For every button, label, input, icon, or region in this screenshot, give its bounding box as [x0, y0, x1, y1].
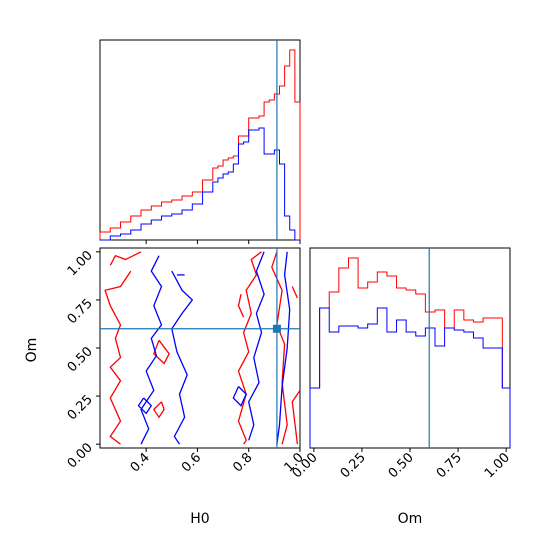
- contour-0-3: [237, 251, 262, 445]
- x-tick-label-h0-0: 0.4: [128, 450, 153, 475]
- contour-0-4: [271, 251, 288, 445]
- y-tick-label-om-4: 1.00: [65, 248, 96, 279]
- x-tick-label-om-2: 0.50: [386, 450, 417, 481]
- om-hist-series-1: [309, 307, 511, 448]
- contour-1-1: [171, 270, 194, 445]
- contour-0-1: [109, 251, 142, 266]
- truth-marker: [272, 324, 281, 333]
- h0-hist-series-0: [99, 49, 301, 240]
- contour-1-3: [248, 251, 265, 441]
- contour-0-2: [153, 339, 170, 365]
- y-tick-label-om-0: 0.00: [65, 440, 96, 471]
- h0-hist-series-1: [100, 127, 300, 241]
- x-axis-label-h0: H0: [190, 511, 209, 527]
- om-hist-series-0: [309, 257, 511, 448]
- panel-h0-hist: [99, 39, 301, 241]
- panel-om-hist: [309, 247, 511, 449]
- contour-0-6: [291, 286, 298, 299]
- contour-0-7: [237, 294, 245, 318]
- panel-h0-om-contour: [99, 247, 301, 449]
- contour-1-5: [232, 386, 247, 407]
- x-tick-label-h0-1: 0.6: [179, 450, 204, 475]
- contour-0-5: [291, 389, 301, 445]
- x-axis-label-om: Om: [398, 511, 423, 527]
- x-tick-label-h0-2: 0.8: [230, 450, 255, 475]
- x-tick-label-om-3: 0.75: [434, 450, 465, 481]
- x-tick-label-om-1: 0.25: [338, 450, 369, 481]
- contour-1-6: [137, 397, 153, 415]
- contour-1-0: [140, 255, 163, 445]
- y-axis-label-om: Om: [24, 338, 40, 363]
- contour-0-8: [152, 401, 165, 419]
- y-tick-label-om-3: 0.75: [65, 296, 96, 327]
- contour-1-4: [276, 251, 291, 445]
- x-tick-label-om-4: 1.00: [482, 450, 513, 481]
- y-tick-label-om-1: 0.25: [65, 392, 96, 423]
- contour-0-0: [104, 270, 132, 445]
- y-tick-label-om-2: 0.50: [65, 344, 96, 375]
